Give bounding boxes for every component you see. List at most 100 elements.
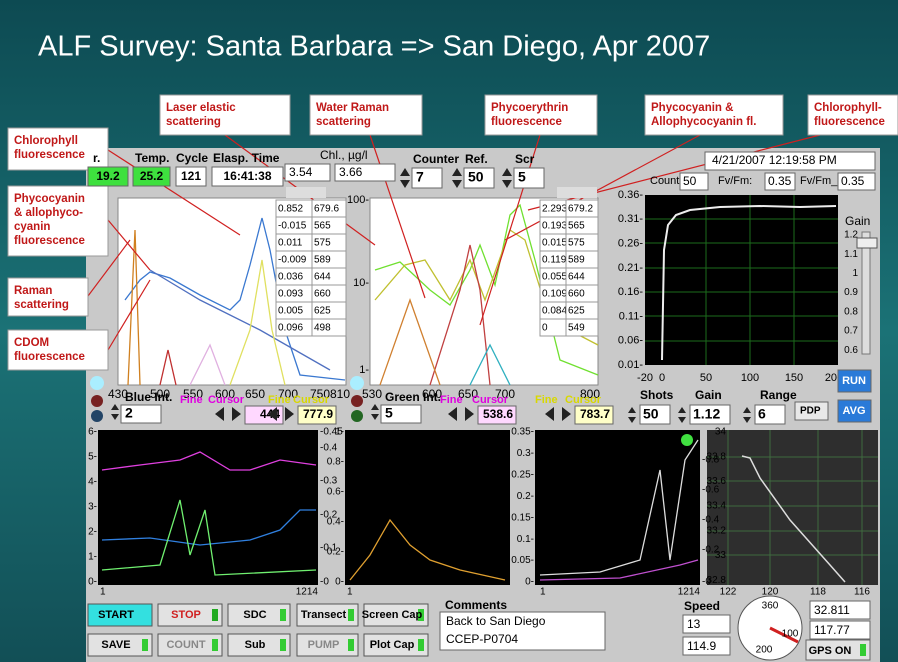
button[interactable] (227, 603, 291, 627)
tick-label: 0.25- (511, 469, 534, 480)
run-button[interactable] (837, 369, 872, 393)
button-label[interactable]: Plot Cap (370, 639, 415, 651)
pdp-label[interactable]: PDP (800, 406, 821, 417)
table-value: 589 (314, 255, 331, 266)
tick-label: -0.6 (702, 485, 720, 496)
fluor-value: 0.35 (768, 174, 792, 188)
tick-label: 6- (88, 427, 97, 438)
spin-button[interactable] (400, 168, 410, 188)
button-led (348, 639, 354, 651)
x-tick-label: 650 (458, 387, 478, 401)
button[interactable] (157, 633, 223, 657)
button-label[interactable]: STOP (171, 609, 201, 621)
button[interactable] (363, 633, 429, 657)
button[interactable] (227, 633, 291, 657)
tick-label: 33.8 (707, 451, 727, 462)
button-label[interactable]: SDC (243, 609, 266, 621)
tick-label: 118 (810, 587, 826, 598)
button-label[interactable]: COUNT (166, 639, 205, 651)
acq-field (754, 404, 786, 425)
button-label[interactable]: Sub (245, 639, 266, 651)
cursor-arrows[interactable] (215, 407, 241, 421)
tick-label: 1214 (678, 587, 701, 598)
button[interactable] (296, 633, 359, 657)
ship-track (741, 455, 846, 583)
spin-button[interactable] (743, 407, 751, 423)
spin-button[interactable] (452, 168, 462, 188)
callout-text: Phycocyanin & (651, 102, 733, 114)
table-value: 565 (568, 221, 585, 232)
avg-label[interactable]: AVG (842, 405, 865, 417)
callout-text: Raman (14, 285, 52, 297)
tick-label: 122 (720, 587, 737, 598)
cursor-arrows[interactable] (448, 407, 474, 421)
counter-value: 50 (468, 169, 484, 185)
induction-curve (661, 204, 837, 361)
button-label[interactable]: START (98, 609, 134, 621)
button[interactable] (87, 603, 153, 627)
tick-label: 1 (100, 587, 106, 598)
spin-button[interactable] (371, 404, 379, 420)
tick-label: -0.2 (320, 510, 338, 521)
button[interactable] (157, 603, 223, 627)
header-field (211, 166, 284, 187)
spin-button[interactable] (628, 407, 636, 423)
counter-label: Ref. (465, 152, 488, 166)
run-label[interactable]: RUN (842, 375, 866, 387)
callout-text: Laser elastic (166, 102, 236, 114)
chl-field (284, 163, 331, 182)
tick-label: 33.2 (707, 525, 727, 536)
spin-button[interactable] (678, 407, 686, 423)
table-value: 549 (568, 323, 585, 334)
spin-button[interactable] (502, 168, 512, 188)
button[interactable] (296, 603, 359, 627)
header-label: Temp. (135, 151, 169, 165)
pdp-button[interactable] (794, 401, 829, 421)
x-tick-label: 700 (278, 387, 298, 401)
tick-label: 0- (525, 577, 534, 588)
button[interactable] (363, 603, 429, 627)
table-value: 575 (314, 238, 331, 249)
callout-box (7, 277, 89, 317)
gain-thumb[interactable] (856, 237, 878, 249)
button[interactable] (87, 633, 153, 657)
table-value: 0.055 (542, 272, 567, 283)
cursor-arrows[interactable] (545, 407, 571, 421)
channel-value: 2 (125, 405, 133, 421)
gps-button[interactable] (805, 639, 871, 661)
button-label[interactable]: Transect (301, 609, 347, 621)
gps-value: 32.811 (814, 603, 850, 617)
button-led (142, 639, 148, 651)
cursor-value: 777.9 (303, 407, 333, 421)
button-label[interactable]: PUMP (308, 639, 340, 651)
plot-track (707, 430, 878, 585)
tick-label: -0.4 (702, 515, 720, 526)
tick-label: 0.05- (511, 555, 534, 566)
y-tick-label: 0.36- (618, 189, 643, 201)
toolbar[interactable] (557, 187, 597, 198)
callout-text: & allophyco- (14, 207, 83, 219)
tick-label: 0.2- (517, 491, 534, 502)
callout-text: scattering (316, 116, 371, 128)
gps-button-label[interactable]: GPS ON (809, 645, 852, 657)
toolbar[interactable] (286, 187, 326, 198)
tick-label: 3- (88, 502, 97, 513)
counter-field (463, 167, 495, 189)
channel-led (351, 410, 363, 422)
button-label[interactable]: SAVE (101, 639, 130, 651)
avg-button[interactable] (837, 399, 872, 423)
plot-timeseries-2 (345, 430, 510, 585)
gain-tick: 1.1 (844, 249, 858, 260)
button-label[interactable]: Screen Cap (362, 609, 423, 621)
timeseries-traces (101, 439, 699, 581)
plot-timeseries-1 (98, 430, 318, 585)
comments-field[interactable] (439, 611, 606, 651)
table-value: 0.119 (542, 255, 567, 266)
table-value: 0.036 (278, 272, 303, 283)
cursor-arrows[interactable] (268, 407, 294, 421)
fine-label: Fine (268, 394, 291, 406)
header-field (87, 166, 129, 187)
header-value: 25.2 (140, 169, 164, 183)
spin-button[interactable] (111, 404, 119, 420)
